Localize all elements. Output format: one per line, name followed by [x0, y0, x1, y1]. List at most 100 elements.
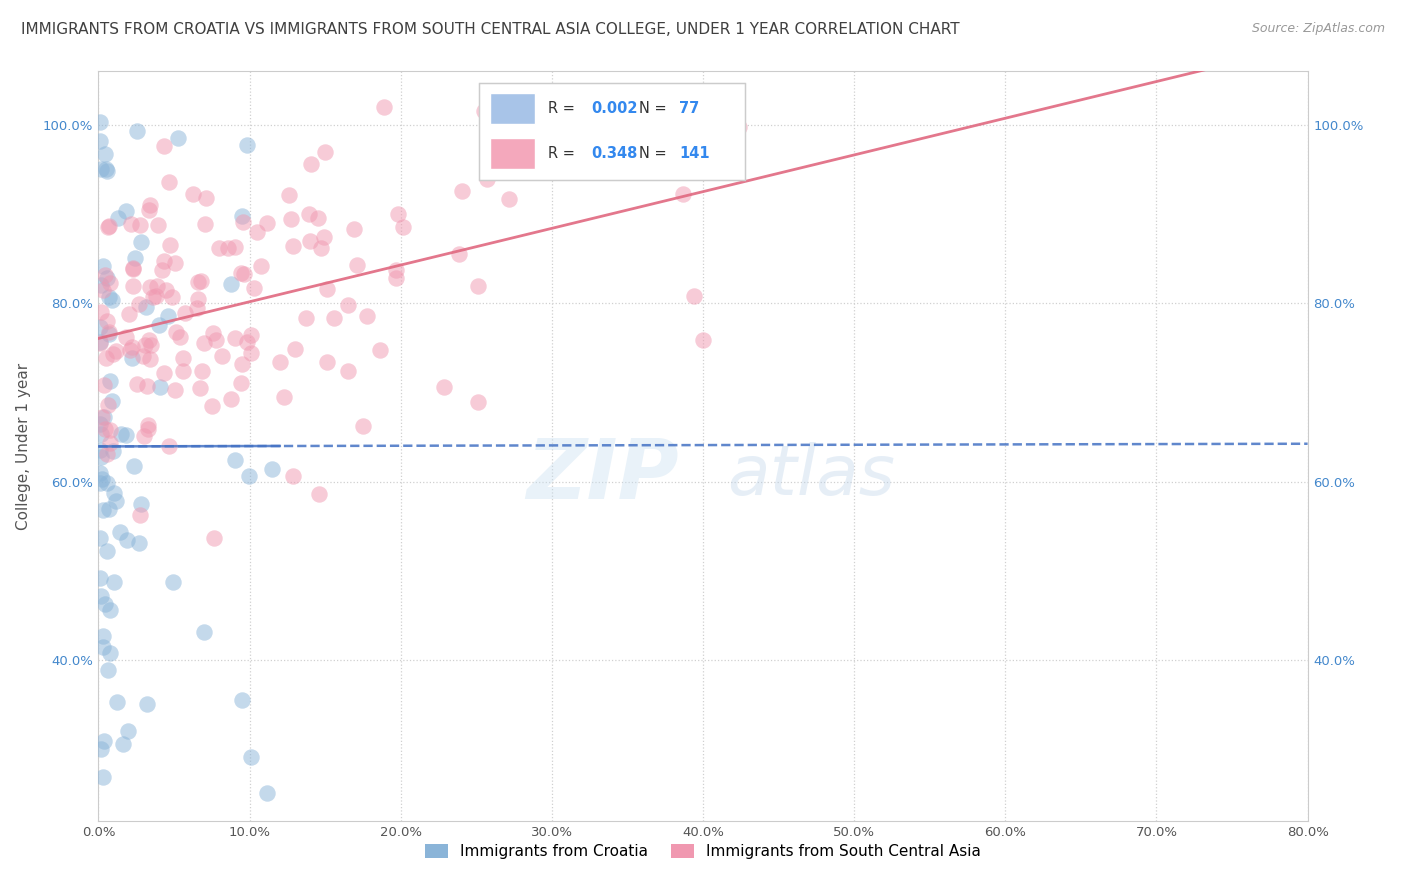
Point: [672, 186, 695, 201]
Point: [98, 423, 121, 437]
Point: [547, 160, 569, 174]
Point: [98, 219, 121, 233]
Point: [146, 218, 169, 232]
Point: [91, 629, 114, 643]
Point: [224, 453, 246, 467]
Point: [139, 338, 162, 352]
Point: [125, 124, 148, 138]
Point: [224, 240, 246, 254]
Point: [149, 380, 172, 394]
Point: [138, 418, 160, 433]
Point: [134, 338, 156, 352]
Legend: Immigrants from Croatia, Immigrants from South Central Asia: Immigrants from Croatia, Immigrants from…: [419, 838, 987, 865]
Point: [172, 363, 194, 377]
Point: [498, 192, 520, 206]
Point: [191, 364, 214, 378]
Point: [336, 298, 359, 312]
Point: [240, 327, 263, 342]
Point: [201, 399, 224, 413]
Point: [91, 770, 114, 784]
Point: [94, 268, 117, 282]
Point: [219, 277, 242, 292]
Point: [117, 533, 139, 547]
Point: [129, 508, 152, 522]
Point: [314, 145, 336, 159]
Point: [90, 409, 112, 424]
Point: [153, 366, 176, 380]
Point: [98, 502, 121, 516]
Point: [97, 663, 120, 677]
Point: [121, 340, 143, 354]
Point: [94, 147, 117, 161]
Point: [484, 112, 506, 126]
Point: [392, 220, 415, 235]
Point: [343, 221, 366, 235]
Point: [229, 267, 252, 281]
Point: [231, 357, 253, 371]
Point: [103, 347, 125, 361]
Point: [129, 235, 152, 249]
Point: [96, 447, 118, 461]
Point: [139, 280, 162, 294]
Point: [91, 471, 114, 485]
Point: [138, 198, 160, 212]
Point: [138, 333, 160, 347]
Point: [115, 329, 138, 343]
Point: [96, 476, 118, 491]
Point: [278, 188, 301, 202]
Point: [187, 293, 209, 307]
Point: [181, 187, 204, 202]
Point: [193, 217, 215, 231]
Point: [150, 263, 173, 277]
Point: [98, 325, 121, 339]
Point: [98, 290, 121, 304]
Text: atlas: atlas: [727, 442, 896, 509]
Point: [224, 331, 246, 345]
Point: [472, 103, 495, 118]
Point: [89, 134, 111, 148]
Point: [89, 531, 111, 545]
Point: [118, 307, 141, 321]
Point: [142, 290, 165, 304]
Point: [131, 349, 153, 363]
Point: [91, 259, 114, 273]
Point: [120, 217, 142, 231]
Point: [284, 342, 307, 356]
Point: [281, 469, 304, 483]
Point: [692, 334, 714, 348]
Point: [124, 458, 146, 473]
Point: [89, 571, 111, 585]
Point: [451, 184, 474, 198]
Point: [240, 345, 263, 359]
Point: [90, 162, 112, 177]
Point: [298, 207, 321, 221]
Point: [352, 419, 374, 434]
Point: [202, 531, 225, 545]
Point: [373, 100, 395, 114]
Point: [165, 256, 187, 270]
Point: [262, 462, 284, 476]
Point: [89, 115, 111, 129]
Point: [165, 325, 187, 339]
Point: [90, 589, 112, 603]
Point: [190, 381, 212, 395]
Point: [283, 238, 305, 252]
Point: [121, 279, 143, 293]
Point: [94, 597, 117, 611]
Point: [93, 410, 115, 425]
Point: [101, 393, 124, 408]
Point: [118, 343, 141, 357]
Point: [316, 282, 339, 296]
Point: [108, 525, 131, 540]
Point: [103, 443, 125, 458]
Point: [98, 375, 121, 389]
Point: [467, 395, 489, 409]
Point: [115, 204, 138, 219]
Point: [135, 300, 157, 314]
Point: [128, 297, 150, 311]
Point: [187, 275, 209, 289]
Point: [91, 503, 114, 517]
Point: [110, 426, 132, 441]
Point: [89, 466, 111, 480]
Point: [121, 351, 143, 366]
